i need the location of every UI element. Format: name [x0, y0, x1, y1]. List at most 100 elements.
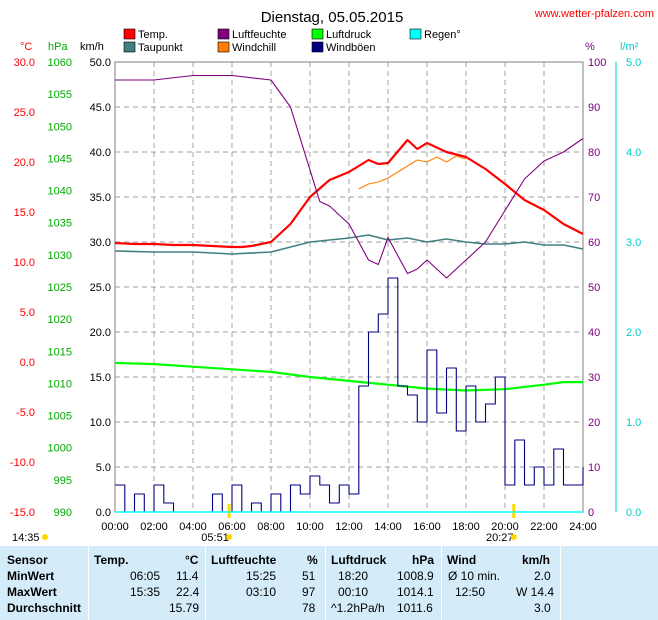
series-temp-line — [114, 138, 584, 249]
pressure-trend: ^1.2hPa/h — [331, 601, 385, 615]
summary-row-max: MaxWert 15:35 22.4 03:10 97 00:10 1014.1… — [0, 584, 658, 601]
legend-label: Luftfeuchte — [232, 29, 286, 41]
wind-tick-label: 0.0 — [96, 507, 111, 519]
wind-tick-label: 50.0 — [90, 57, 111, 69]
temp-tick-label: 20.0 — [14, 157, 35, 169]
humidity-tick-label: 70 — [588, 192, 600, 204]
humidity-time: 03:10 — [246, 585, 277, 599]
wind-tick-label: 40.0 — [90, 147, 111, 159]
header-wind-unit: km/h — [522, 553, 551, 567]
legend-swatch — [123, 28, 136, 40]
pressure-tick-label: 1020 — [48, 314, 72, 326]
x-tick-label: 12:00 — [335, 521, 363, 533]
wind-tick-label: 10.0 — [90, 417, 111, 429]
legend-label: Luftdruck — [326, 29, 372, 41]
x-tick-label: 06:00 — [218, 521, 246, 533]
chart-title: Dienstag, 05.05.2015 — [261, 9, 404, 26]
pressure-tick-label: 1060 — [48, 57, 72, 69]
header-sensor: Sensor — [7, 553, 48, 567]
summary-table: Sensor Temp. °C Luftfeuchte % Luftdruck … — [0, 546, 658, 620]
x-tick-label: 14:00 — [374, 521, 402, 533]
temp-tick-label: -10.0 — [10, 457, 35, 469]
rain-tick-label: 5.0 — [626, 57, 641, 69]
pressure-tick-label: 1010 — [48, 378, 72, 390]
pressure-tick-label: 1055 — [48, 89, 72, 101]
pressure-unit-label: hPa — [48, 41, 68, 53]
temp-tick-label: -15.0 — [10, 507, 35, 519]
x-tick-label: 04:00 — [179, 521, 207, 533]
humidity-tick-label: 100 — [588, 57, 606, 69]
rain-unit-label: l/m² — [620, 41, 639, 53]
rain-tick-label: 0.0 — [626, 507, 641, 519]
summary-row-average: Durchschnitt 15.79 78 ^1.2hPa/h 1011.6 3… — [0, 600, 658, 617]
wind-tick-label: 30.0 — [90, 237, 111, 249]
sun-icon — [226, 534, 233, 540]
pressure-time: 18:20 — [338, 569, 369, 583]
pressure-time: 00:10 — [338, 585, 369, 599]
pressure-tick-label: 1045 — [48, 153, 72, 165]
temp-tick-label: 10.0 — [14, 257, 35, 269]
table-divider — [441, 546, 442, 620]
temp-tick-label: -5.0 — [16, 407, 35, 419]
humidity-tick-label: 80 — [588, 147, 600, 159]
table-divider — [88, 546, 89, 620]
humidity-tick-label: 30 — [588, 372, 600, 384]
legend-label: Windchill — [232, 42, 276, 54]
pressure-tick-label: 1015 — [48, 346, 72, 358]
series-windchill-line — [358, 155, 467, 190]
legend-swatch — [217, 28, 230, 40]
humidity-tick-label: 50 — [588, 282, 600, 294]
wind-value: 2.0 — [534, 569, 551, 583]
humidity-unit-label: % — [585, 41, 595, 53]
rain-tick-label: 3.0 — [626, 237, 641, 249]
series-taupunkt-line — [114, 234, 584, 255]
x-tick-label: 20:00 — [491, 521, 519, 533]
legend-swatch — [311, 41, 324, 53]
humidity-tick-label: 90 — [588, 102, 600, 114]
temp-unit-label: °C — [20, 41, 32, 53]
humidity-tick-label: 20 — [588, 417, 600, 429]
temp-value: 11.4 — [176, 569, 199, 583]
row-label: MaxWert — [7, 585, 57, 599]
wind-tick-label: 15.0 — [90, 372, 111, 384]
temp-time: 06:05 — [130, 569, 161, 583]
wind-value: W 14.4 — [516, 585, 555, 599]
pressure-tick-label: 1030 — [48, 250, 72, 262]
wind-unit-label: km/h — [80, 41, 104, 53]
wind-tick-label: 25.0 — [90, 282, 111, 294]
wind-tick-label: 5.0 — [96, 462, 111, 474]
row-label: MinWert — [7, 569, 55, 583]
temp-tick-label: 25.0 — [14, 107, 35, 119]
pressure-tick-label: 990 — [54, 507, 72, 519]
wind-time: 12:50 — [455, 585, 486, 599]
table-divider — [325, 546, 326, 620]
x-tick-label: 22:00 — [530, 521, 558, 533]
wind-tick-label: 35.0 — [90, 192, 111, 204]
summary-row-min: MinWert 06:05 11.4 15:25 51 18:20 1008.9… — [0, 568, 658, 585]
legend-swatch — [311, 28, 324, 40]
header-humidity: Luftfeuchte — [211, 553, 277, 567]
pressure-tick-label: 1040 — [48, 186, 72, 198]
x-tick-label: 02:00 — [140, 521, 168, 533]
x-tick-label: 16:00 — [413, 521, 441, 533]
pressure-tick-label: 1025 — [48, 282, 72, 294]
legend-swatch — [217, 41, 230, 53]
humidity-value: 97 — [302, 585, 316, 599]
pressure-tick-label: 1005 — [48, 411, 72, 423]
header-temp: Temp. — [94, 553, 129, 567]
pressure-tick-label: 1000 — [48, 443, 72, 455]
rain-tick-label: 2.0 — [626, 327, 641, 339]
temp-value: 22.4 — [176, 585, 200, 599]
sun-row-time: 14:35 — [12, 532, 40, 544]
humidity-value: 78 — [302, 601, 316, 615]
humidity-tick-label: 40 — [588, 327, 600, 339]
sunset-label: 20:27 — [486, 532, 514, 544]
row-label: Durchschnitt — [7, 601, 82, 615]
legend-swatch — [409, 28, 422, 40]
sunrise-label: 05:51 — [201, 532, 229, 544]
x-tick-label: 08:00 — [257, 521, 285, 533]
header-temp-unit: °C — [185, 553, 199, 567]
pressure-tick-label: 1035 — [48, 218, 72, 230]
humidity-tick-label: 10 — [588, 462, 600, 474]
pressure-tick-label: 995 — [54, 475, 72, 487]
